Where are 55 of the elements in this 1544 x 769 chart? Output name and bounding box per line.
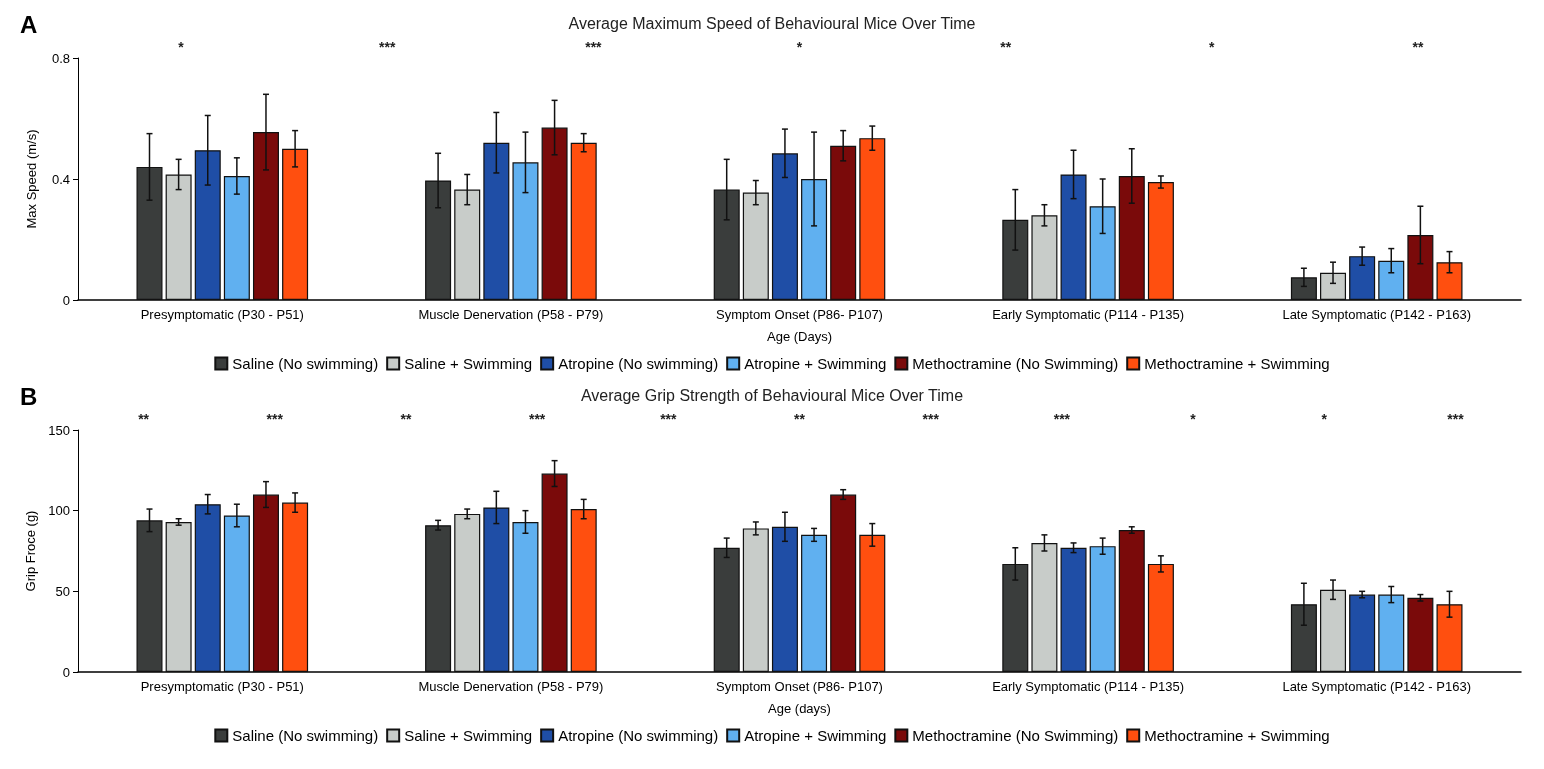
x-tick-label: Muscle Denervation (P58 - P79): [418, 679, 604, 694]
y-tick-label: 0.8: [51, 50, 70, 66]
y-tick-label: 0: [62, 664, 70, 680]
x-tick-label: Symptom Onset (P86- P107): [716, 679, 883, 694]
text: **: [794, 411, 806, 427]
x-tick-label: Presymptomatic (P30 - P51): [140, 679, 304, 694]
x-tick-label: Late Symptomatic (P142 - P163): [1282, 307, 1471, 322]
legend-label: Methoctramine + Swimming: [1144, 355, 1330, 372]
text: **: [1412, 39, 1424, 55]
y-tick-label: 150: [48, 422, 70, 438]
chart-title: Average Grip Strength of Behavioural Mice Over Time: [580, 386, 964, 404]
text: *: [1190, 411, 1197, 427]
x-tick-label: Presymptomatic (P30 - P51): [140, 307, 304, 322]
text: ***: [379, 39, 396, 55]
legend-label: Methoctramine (No Swimming): [912, 355, 1119, 372]
text: ***: [1053, 411, 1071, 427]
y-axis-title: Max Speed (m/s): [24, 129, 39, 229]
x-tick-label: Early Symptomatic (P114 - P135): [992, 307, 1185, 322]
x-tick-label: Muscle Denervation (P58 - P79): [418, 307, 604, 322]
y-tick-label: 0.4: [51, 171, 70, 187]
legend-label: Saline + Swimming: [404, 355, 533, 372]
text: *: [178, 39, 185, 55]
text: A: [20, 10, 38, 38]
text: ***: [585, 39, 603, 55]
x-tick-label: Early Symptomatic (P114 - P135): [992, 679, 1185, 694]
legend-label: Atropine + Swimming: [744, 727, 887, 744]
text: ***: [266, 411, 284, 427]
text: ***: [528, 411, 546, 427]
legend-label: Methoctramine + Swimming: [1144, 727, 1330, 744]
y-tick-label: 50: [55, 583, 70, 599]
y-axis-title: Grip Froce (g): [23, 510, 39, 592]
chart-title: Average Maximum Speed of Behavioural Mice Over Time: [568, 14, 976, 32]
legend-label: Saline (No swimming): [232, 727, 379, 744]
text: ***: [1447, 411, 1465, 427]
text: **: [138, 411, 150, 427]
x-axis-title: Age (days): [768, 701, 831, 716]
legend-label: Atropine (No swimming): [558, 727, 719, 744]
legend-label: Methoctramine (No Swimming): [912, 727, 1119, 744]
x-axis-title: Age (Days): [766, 329, 833, 344]
text: B: [20, 382, 38, 410]
text: **: [400, 411, 412, 427]
text: *: [1209, 39, 1216, 55]
x-tick-label: Late Symptomatic (P142 - P163): [1282, 679, 1471, 694]
legend-label: Atropine (No swimming): [558, 355, 719, 372]
text: ***: [660, 411, 678, 427]
y-tick-label: 0: [62, 292, 70, 308]
y-tick-label: 100: [48, 503, 70, 519]
text: *: [796, 39, 803, 55]
legend-label: Atropine + Swimming: [744, 355, 887, 372]
x-tick-label: Symptom Onset (P86- P107): [716, 307, 883, 322]
legend-label: Saline (No swimming): [232, 355, 379, 372]
text: *: [1321, 411, 1328, 427]
legend-label: Saline + Swimming: [404, 727, 533, 744]
text: ***: [922, 411, 940, 427]
text: **: [1000, 39, 1012, 55]
